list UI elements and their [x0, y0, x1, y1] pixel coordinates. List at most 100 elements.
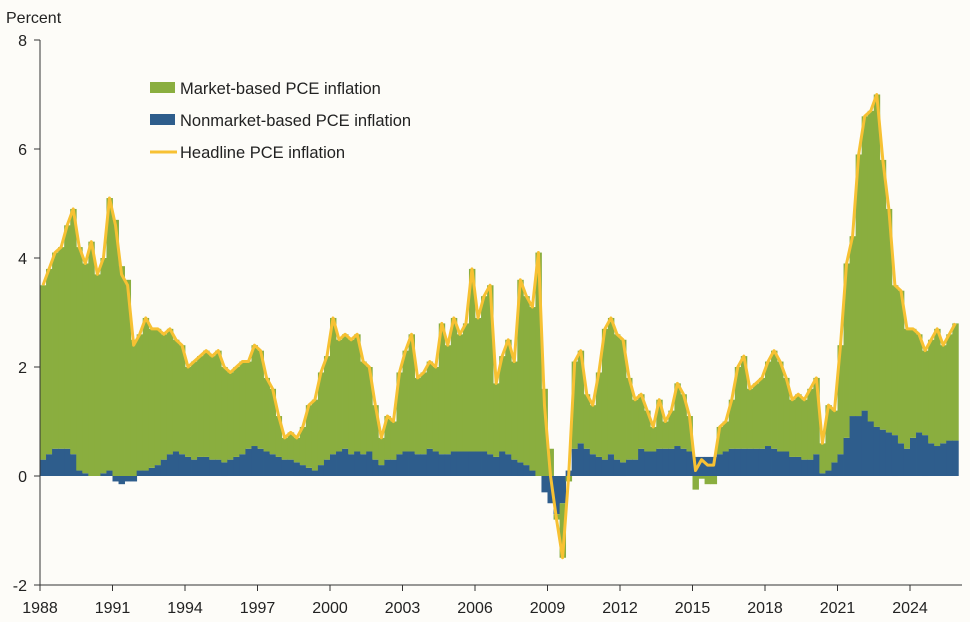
market-bar	[650, 426, 657, 452]
nonmarket-bar	[505, 454, 512, 476]
market-bar	[746, 388, 754, 449]
nonmarket-bar	[867, 421, 875, 476]
market-bar	[348, 339, 355, 455]
nonmarket-bar	[233, 456, 240, 476]
market-bar	[317, 372, 325, 466]
market-bar	[897, 290, 905, 444]
y-tick-label: -2	[13, 578, 27, 595]
market-bar	[378, 437, 385, 466]
nonmarket-bar	[142, 470, 150, 476]
market-bar	[215, 350, 222, 460]
x-tick-label: 2000	[312, 600, 348, 617]
market-bar	[257, 350, 264, 449]
nonmarket-bar	[384, 459, 391, 476]
market-bar	[837, 345, 844, 455]
market-bar	[819, 443, 826, 474]
market-bar	[130, 339, 138, 476]
market-bar	[468, 268, 476, 452]
nonmarket-bar	[106, 470, 113, 476]
legend-swatch-nonmarket	[150, 114, 175, 125]
market-bar	[299, 426, 307, 466]
nonmarket-bar	[638, 448, 645, 476]
nonmarket-bar	[360, 454, 367, 476]
market-bar	[481, 296, 488, 452]
x-tick-label: 2006	[457, 600, 493, 617]
nonmarket-bar	[771, 448, 778, 476]
nonmarket-bar	[468, 451, 476, 476]
market-bar	[940, 345, 947, 444]
market-bar	[40, 285, 47, 460]
nonmarket-bar	[589, 454, 597, 476]
nonmarket-bar	[185, 456, 192, 476]
market-bar	[505, 339, 512, 455]
nonmarket-bar	[136, 470, 144, 476]
nonmarket-bar	[897, 443, 905, 476]
market-bar	[323, 356, 331, 460]
market-bar	[124, 279, 132, 476]
nonmarket-bar	[342, 448, 349, 476]
nonmarket-bar	[414, 454, 422, 476]
market-bar	[287, 432, 295, 460]
market-bar	[771, 350, 778, 449]
nonmarket-bar	[740, 448, 748, 476]
nonmarket-bar	[722, 451, 730, 476]
nonmarket-bar	[58, 448, 65, 476]
market-bar	[475, 317, 482, 452]
y-tick-label: 6	[18, 142, 27, 159]
nonmarket-bar	[76, 470, 83, 476]
nonmarket-bar	[396, 454, 403, 476]
nonmarket-bar	[462, 451, 470, 476]
nonmarket-bar	[801, 459, 808, 476]
nonmarket-bar	[632, 459, 639, 476]
nonmarket-bar	[438, 454, 446, 476]
nonmarket-bar	[118, 476, 125, 485]
nonmarket-bar	[644, 451, 651, 476]
nonmarket-bar	[571, 448, 579, 476]
nonmarket-bar	[154, 465, 162, 476]
market-bar	[148, 328, 156, 468]
market-bar	[414, 377, 422, 455]
market-bar	[330, 317, 337, 455]
market-bar	[462, 323, 470, 452]
nonmarket-bar	[849, 416, 857, 476]
market-bar	[849, 236, 857, 417]
nonmarket-bar	[783, 451, 790, 476]
nonmarket-bar	[789, 456, 796, 476]
x-tick-label: 2021	[820, 600, 856, 617]
nonmarket-bar	[426, 448, 434, 476]
nonmarket-bar	[493, 456, 500, 476]
market-bar	[185, 367, 192, 457]
legend: Market-based PCE inflation Nonmarket-bas…	[150, 80, 411, 162]
market-bar	[178, 345, 186, 455]
nonmarket-bar	[934, 446, 941, 476]
nonmarket-bar	[100, 473, 107, 476]
market-bar	[408, 334, 415, 452]
nonmarket-bar	[547, 476, 554, 504]
legend-label-market: Market-based PCE inflation	[180, 80, 381, 98]
nonmarket-bar	[52, 448, 59, 476]
legend-swatch-market	[150, 82, 175, 93]
market-bar	[638, 394, 645, 449]
nonmarket-bar	[124, 476, 132, 482]
market-bar	[342, 334, 349, 449]
market-bar	[680, 394, 687, 449]
nonmarket-bar	[831, 462, 838, 477]
market-bar	[487, 285, 494, 455]
market-bar	[783, 377, 790, 452]
market-bar	[710, 476, 718, 485]
market-bar	[94, 274, 101, 476]
market-bar	[305, 405, 313, 468]
market-bar	[366, 367, 373, 452]
nonmarket-bar	[837, 454, 844, 476]
market-bar	[82, 263, 89, 474]
nonmarket-bar	[668, 448, 675, 476]
market-bar	[656, 399, 663, 449]
market-bar	[160, 334, 168, 460]
nonmarket-bar	[348, 454, 355, 476]
nonmarket-bar	[795, 456, 802, 476]
nonmarket-bar	[221, 462, 228, 477]
market-bar	[946, 334, 953, 441]
nonmarket-bar	[728, 448, 736, 476]
y-tick-label: 2	[18, 360, 27, 377]
nonmarket-bar	[444, 454, 452, 476]
